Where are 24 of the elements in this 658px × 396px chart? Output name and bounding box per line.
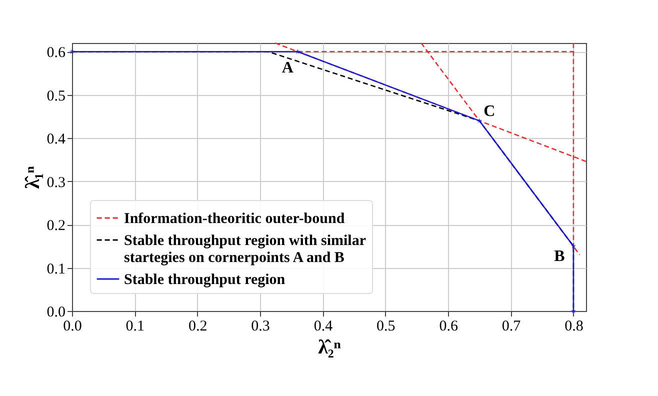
y-tick-label: 0.1 (46, 261, 66, 278)
x-tick-label: 0.4 (314, 318, 334, 334)
legend-label: Stable throughput region with similar startegies on cornerpoints A and B (124, 233, 366, 266)
y-tick-label: 0.4 (46, 132, 66, 148)
y-tick-label: 0.6 (46, 45, 66, 62)
y-tick-label: 0.2 (46, 218, 66, 234)
legend-label: Stable throughput region (124, 272, 286, 288)
x-tick-label: 0.6 (439, 318, 458, 334)
x-axis-title: λ̂₂ⁿ (318, 336, 341, 358)
y-tick-label: 0.3 (46, 174, 66, 191)
annotation: C (484, 102, 496, 120)
y-tick-label: 0.5 (46, 88, 66, 104)
x-tick-label: 0.2 (188, 318, 208, 334)
x-tick-label: 0.7 (502, 318, 522, 334)
x-tick-label: 0.0 (63, 318, 82, 334)
x-tick-label: 0.5 (376, 318, 396, 334)
x-tick-label: 0.1 (126, 318, 145, 334)
annotation: A (282, 60, 294, 77)
annotation: B (554, 248, 566, 266)
y-axis-title: λ̂₁ⁿ (22, 166, 44, 189)
x-tick-label: 0.3 (251, 318, 270, 334)
legend-label: Information-theoritic outer-bound (124, 211, 346, 227)
y-tick-label: 0.0 (46, 304, 66, 320)
x-tick-label: 0.8 (564, 318, 584, 334)
